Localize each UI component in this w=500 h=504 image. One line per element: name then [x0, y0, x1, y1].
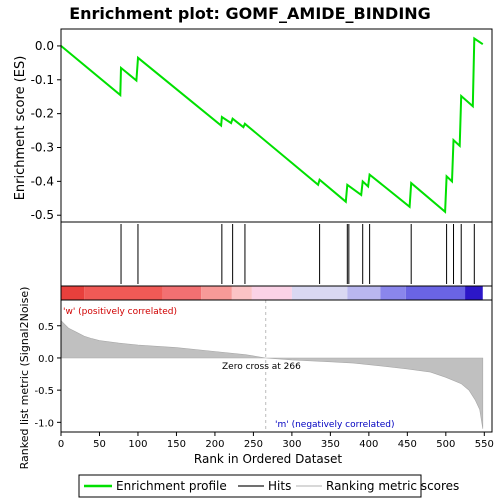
y-tick-label-bottom: 0.5 — [38, 322, 54, 333]
heatmap-segment — [251, 286, 292, 300]
y-tick-label-top: -0.3 — [31, 141, 54, 155]
heatmap-segment — [380, 286, 406, 300]
x-tick-label: 450 — [398, 439, 417, 450]
y-tick-label-bottom: -1.0 — [34, 418, 54, 429]
x-axis-label: Rank in Ordered Dataset — [194, 452, 342, 466]
x-tick-label: 400 — [359, 439, 378, 450]
y-tick-label-top: -0.2 — [31, 107, 54, 121]
es-panel: 0.0 -0.1 -0.2 -0.3 -0.4 -0.5 — [31, 28, 493, 223]
heatmap-segment — [84, 286, 163, 300]
enrichment-profile-line — [60, 36, 484, 214]
heatmap-bar — [60, 285, 493, 301]
x-tick-label: 350 — [321, 439, 340, 450]
x-tick-label: 550 — [475, 439, 494, 450]
hits-panel — [60, 221, 493, 287]
x-tick-label: 0 — [58, 439, 64, 450]
zero-cross-label: Zero cross at 266 — [222, 362, 301, 372]
legend-label-enrichment-profile: Enrichment profile — [116, 479, 227, 493]
hits-panel-frame — [60, 221, 493, 287]
x-tick-label: 150 — [167, 439, 186, 450]
metric-panel-frame — [60, 299, 493, 433]
x-tick-label: 250 — [244, 439, 263, 450]
es-panel-background — [61, 29, 492, 222]
heatmap-segment — [201, 286, 232, 300]
y-tick-label-top: -0.4 — [31, 174, 54, 188]
x-tick-label: 300 — [282, 439, 301, 450]
heatmap-segment — [465, 286, 483, 300]
heatmap-segment — [162, 286, 202, 300]
legend-label-hits: Hits — [268, 479, 291, 493]
negative-correlation-label: 'm' (negatively correlated) — [275, 420, 394, 430]
heatmap-segment — [231, 286, 252, 300]
y-tick-label-top: 0.0 — [35, 39, 54, 53]
positive-correlation-label: 'w' (positively correlated) — [63, 307, 177, 317]
heatmap-segment — [405, 286, 466, 300]
metric-panel: 0.5 0.0 -0.5 -1.0 — [34, 299, 493, 433]
x-tick-label: 50 — [93, 439, 106, 450]
chart-title: Enrichment plot: GOMF_AMIDE_BINDING — [69, 4, 431, 23]
y-tick-label-bottom: 0.0 — [38, 354, 54, 365]
y-axis-label-bottom: Ranked list metric (Signal2Noise) — [18, 287, 31, 470]
legend-label-ranking-metric-scores: Ranking metric scores — [326, 479, 459, 493]
heatmap-segment — [291, 286, 348, 300]
x-axis: 0 50 100 150 200 250 300 350 400 450 500 550 — [58, 432, 494, 450]
x-tick-label: 100 — [128, 439, 147, 450]
chart-legend: Enrichment profile Hits Ranking metric s… — [78, 474, 459, 498]
y-tick-label-top: -0.1 — [31, 73, 54, 87]
heatmap-segment — [61, 286, 85, 300]
y-axis-label-top: Enrichment score (ES) — [13, 56, 28, 201]
y-tick-label-bottom: -0.5 — [34, 386, 54, 397]
heatmap-segment — [347, 286, 381, 300]
x-tick-label: 500 — [436, 439, 455, 450]
ranking-metric-area — [60, 319, 484, 429]
y-tick-label-top: -0.5 — [31, 208, 54, 222]
x-tick-label: 200 — [205, 439, 224, 450]
